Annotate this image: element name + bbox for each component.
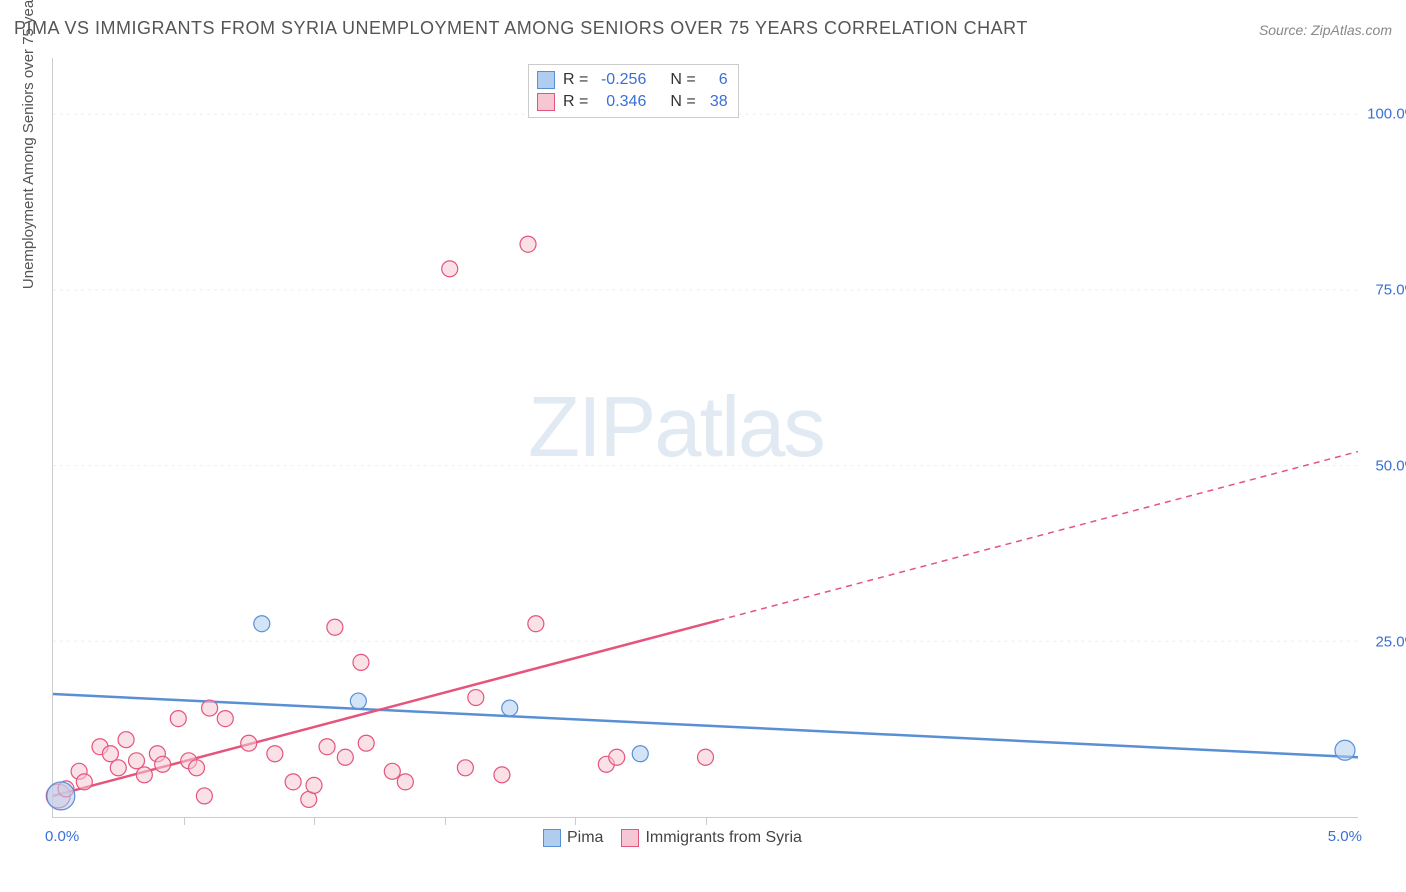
data-point: [136, 767, 152, 783]
data-point: [528, 616, 544, 632]
data-point: [353, 654, 369, 670]
data-point: [196, 788, 212, 804]
data-point: [170, 711, 186, 727]
data-point: [457, 760, 473, 776]
data-point: [285, 774, 301, 790]
data-point: [1335, 740, 1355, 760]
data-point: [102, 746, 118, 762]
y-tick-label: 100.0%: [1363, 106, 1406, 123]
x-tick: [575, 817, 576, 825]
stat-r-value: 0.346: [596, 91, 646, 113]
data-point: [319, 739, 335, 755]
stat-n-label: N =: [670, 91, 695, 113]
stats-row: R = 0.346 N = 38: [537, 91, 728, 113]
legend-swatch-pima: [543, 829, 561, 847]
legend-label: Pima: [567, 829, 603, 847]
data-point: [698, 749, 714, 765]
data-point: [306, 777, 322, 793]
data-point: [47, 782, 75, 810]
x-axis-max-label: 5.0%: [1328, 828, 1362, 845]
source-attribution: Source: ZipAtlas.com: [1259, 22, 1392, 38]
data-point: [632, 746, 648, 762]
data-point: [254, 616, 270, 632]
x-tick: [184, 817, 185, 825]
data-point: [502, 700, 518, 716]
data-point: [267, 746, 283, 762]
data-point: [202, 700, 218, 716]
data-point: [520, 236, 536, 252]
stat-n-value: 6: [704, 69, 728, 91]
data-point: [468, 690, 484, 706]
legend-label: Immigrants from Syria: [645, 829, 801, 847]
data-point: [217, 711, 233, 727]
data-point: [397, 774, 413, 790]
data-point: [241, 735, 257, 751]
stat-r-label: R =: [563, 69, 588, 91]
legend-swatch-syria: [621, 829, 639, 847]
series-legend: Pima Immigrants from Syria: [543, 829, 802, 847]
data-point: [155, 756, 171, 772]
correlation-stats-box: R = -0.256 N = 6 R = 0.346 N = 38: [528, 64, 739, 118]
data-point: [327, 619, 343, 635]
data-point: [442, 261, 458, 277]
data-point: [609, 749, 625, 765]
stat-r-value: -0.256: [596, 69, 646, 91]
data-point: [358, 735, 374, 751]
stat-n-label: N =: [670, 69, 695, 91]
y-axis-title: Unemployment Among Seniors over 75 years: [20, 0, 37, 289]
legend-item-syria: Immigrants from Syria: [621, 829, 801, 847]
data-point: [129, 753, 145, 769]
x-tick: [445, 817, 446, 825]
data-point: [350, 693, 366, 709]
stats-row: R = -0.256 N = 6: [537, 69, 728, 91]
chart-title: PIMA VS IMMIGRANTS FROM SYRIA UNEMPLOYME…: [14, 18, 1028, 39]
chart-svg: [53, 58, 1358, 817]
data-point: [118, 732, 134, 748]
plot-area: ZIPatlas 25.0%50.0%75.0%100.0% 0.0% 5.0%…: [52, 58, 1358, 818]
y-tick-label: 50.0%: [1363, 458, 1406, 475]
x-axis-min-label: 0.0%: [45, 828, 79, 845]
stats-swatch-pima: [537, 71, 555, 89]
data-point: [189, 760, 205, 776]
data-point: [337, 749, 353, 765]
stat-n-value: 38: [704, 91, 728, 113]
y-tick-label: 75.0%: [1363, 282, 1406, 299]
stat-r-label: R =: [563, 91, 588, 113]
x-tick: [706, 817, 707, 825]
legend-item-pima: Pima: [543, 829, 603, 847]
data-point: [384, 763, 400, 779]
data-point: [110, 760, 126, 776]
y-tick-label: 25.0%: [1363, 634, 1406, 651]
stats-swatch-syria: [537, 93, 555, 111]
data-point: [76, 774, 92, 790]
data-point: [494, 767, 510, 783]
x-tick: [314, 817, 315, 825]
